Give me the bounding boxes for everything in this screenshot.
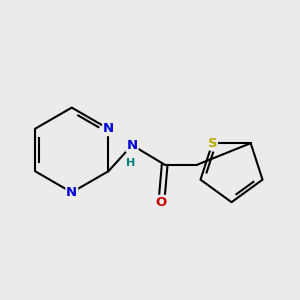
Text: O: O [156, 196, 167, 209]
Text: S: S [208, 137, 217, 150]
Text: H: H [126, 158, 135, 168]
Text: N: N [127, 139, 138, 152]
Text: N: N [66, 186, 77, 199]
Text: N: N [103, 122, 114, 135]
